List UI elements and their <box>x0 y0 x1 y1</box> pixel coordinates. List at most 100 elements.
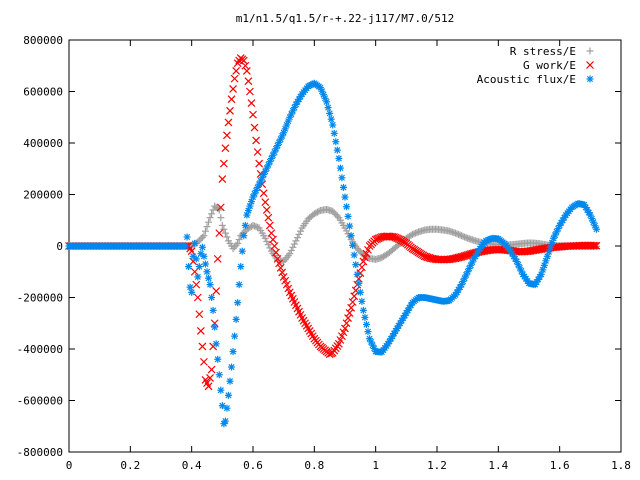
data-point <box>357 263 366 272</box>
data-point <box>347 232 355 240</box>
data-point <box>592 241 601 250</box>
data-point <box>458 232 466 240</box>
data-point <box>353 245 361 253</box>
data-point <box>198 342 207 351</box>
data-point <box>213 254 222 263</box>
data-point <box>197 235 205 243</box>
y-tick-label: 400000 <box>23 137 63 150</box>
data-point <box>359 306 367 314</box>
data-point <box>244 77 253 86</box>
data-point <box>212 340 220 348</box>
data-point <box>356 288 364 296</box>
y-tick-label: -400000 <box>17 343 63 356</box>
data-point <box>356 248 364 256</box>
series-2 <box>65 79 600 428</box>
data-point <box>234 239 242 247</box>
data-point <box>208 294 216 301</box>
data-point <box>231 332 239 340</box>
data-point <box>215 206 223 214</box>
data-point <box>338 174 346 182</box>
data-point <box>454 230 462 238</box>
data-point <box>261 234 269 242</box>
data-point <box>255 159 264 168</box>
data-point <box>413 228 421 236</box>
data-point <box>241 221 249 229</box>
data-point <box>224 391 232 399</box>
data-point <box>290 240 298 248</box>
data-point <box>218 175 227 183</box>
data-point <box>264 241 272 249</box>
data-point <box>215 371 223 379</box>
data-point <box>326 109 334 117</box>
data-point <box>249 110 257 119</box>
data-point <box>329 121 337 129</box>
data-point <box>324 104 332 112</box>
data-point <box>341 324 349 333</box>
legend-label: G work/E <box>523 59 576 72</box>
data-point <box>349 241 357 249</box>
data-point <box>344 212 352 220</box>
legend-label: R stress/E <box>510 45 576 58</box>
data-point <box>221 229 229 237</box>
data-point <box>232 241 240 249</box>
data-point <box>223 404 231 412</box>
data-point <box>352 261 360 269</box>
data-point <box>185 263 193 271</box>
data-point <box>330 129 338 137</box>
data-point <box>188 288 196 296</box>
data-point <box>218 221 226 229</box>
data-point <box>253 148 262 156</box>
x-tick-label: 0 <box>66 459 73 472</box>
data-point <box>323 98 331 106</box>
x-tick-label: 1.6 <box>550 459 570 472</box>
data-point <box>232 315 240 323</box>
data-point <box>343 203 351 211</box>
data-point <box>341 193 349 201</box>
data-point <box>264 213 273 222</box>
data-point <box>278 268 287 277</box>
data-point <box>347 303 356 312</box>
data-point <box>339 183 347 191</box>
data-point <box>203 268 211 276</box>
data-point <box>358 297 366 305</box>
data-point <box>209 306 217 314</box>
data-point <box>237 263 245 271</box>
data-point <box>269 235 277 244</box>
data-point <box>230 74 239 83</box>
data-point <box>212 287 221 295</box>
data-point <box>224 118 233 127</box>
data-point <box>191 239 199 247</box>
legend-marker <box>586 47 594 55</box>
data-point <box>204 382 213 391</box>
data-point <box>229 348 237 356</box>
data-point <box>459 232 467 240</box>
legend-item: R stress/E <box>510 45 594 58</box>
data-point <box>387 232 395 241</box>
data-point <box>333 146 341 154</box>
data-point <box>241 61 250 70</box>
chart-title: m1/n1.5/q1.5/r-+.22-j117/M7.0/512 <box>236 12 455 25</box>
data-point <box>350 292 359 301</box>
data-point <box>195 263 203 271</box>
data-point <box>193 293 202 302</box>
data-point <box>217 386 225 394</box>
data-point <box>219 159 228 168</box>
data-point <box>251 190 259 198</box>
data-point <box>205 218 213 226</box>
x-tick-label: 0.6 <box>243 459 263 472</box>
data-point <box>214 355 222 363</box>
data-point <box>201 260 209 268</box>
data-point <box>182 242 190 250</box>
data-point <box>353 270 361 278</box>
y-tick-label: -800000 <box>17 446 63 459</box>
legend-marker <box>586 61 594 69</box>
data-point <box>592 225 600 233</box>
data-point <box>231 243 239 251</box>
data-point <box>267 229 276 238</box>
data-point <box>333 212 341 220</box>
x-tick-label: 1.4 <box>488 459 508 472</box>
data-point <box>250 123 259 132</box>
data-point <box>362 321 370 329</box>
data-point <box>263 237 271 245</box>
